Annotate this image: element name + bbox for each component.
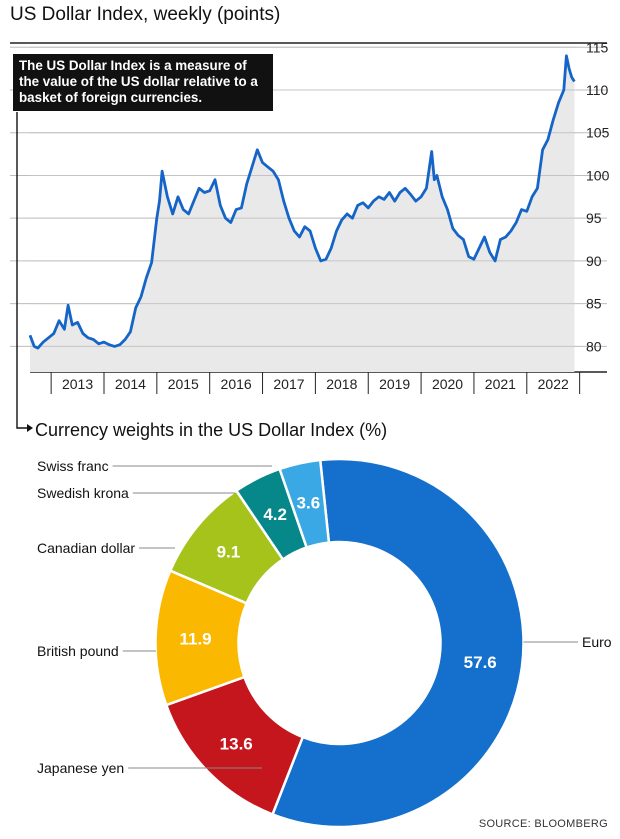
- source-note: SOURCE: BLOOMBERG: [478, 818, 608, 830]
- x-tick-label: 2018: [326, 376, 357, 392]
- y-axis: 115 110 105 100 95 90 85 80: [586, 39, 610, 354]
- x-tick-label: 2015: [168, 376, 199, 392]
- y-tick-label: 105: [586, 125, 610, 141]
- slice-value-label: 11.9: [179, 630, 211, 649]
- category-label: Swedish krona: [37, 485, 129, 501]
- slice-value-label: 4.2: [263, 505, 287, 524]
- x-tick-label: 2017: [273, 376, 304, 392]
- slice-value-label: 57.6: [464, 653, 497, 672]
- x-tick-label: 2022: [538, 376, 569, 392]
- chart-title: US Dollar Index, weekly (points): [10, 4, 281, 25]
- y-tick-label: 100: [586, 167, 610, 183]
- annotation-arrow: [16, 112, 28, 429]
- donut-slice: [278, 458, 331, 550]
- x-tick-label: 2019: [379, 376, 410, 392]
- annotation-box: The US Dollar Index is a measure of the …: [13, 54, 273, 111]
- series-line: [28, 54, 576, 350]
- arrow-head: [27, 424, 33, 432]
- category-label: British pound: [37, 643, 119, 659]
- donut-slice: [270, 457, 525, 829]
- donut-title: Currency weights in the US Dollar Index …: [35, 420, 388, 440]
- x-tick-label: 2020: [432, 376, 463, 392]
- category-label: Swiss franc: [37, 458, 109, 474]
- slice-value-label: 9.1: [217, 542, 241, 561]
- x-tick-label: 2021: [485, 376, 516, 392]
- y-tick-label: 90: [586, 253, 602, 269]
- y-tick-label: 110: [586, 82, 609, 98]
- category-label: Japanese yen: [37, 760, 124, 776]
- category-label: Canadian dollar: [37, 540, 135, 556]
- y-tick-label: 95: [586, 210, 602, 226]
- y-tick-label: 85: [586, 296, 602, 312]
- x-tick-label: 2013: [62, 376, 93, 392]
- y-tick-label: 80: [586, 338, 602, 354]
- slice-value-label: 13.6: [220, 734, 253, 753]
- x-tick-label: 2014: [115, 376, 146, 392]
- donut-labels: 57.6 Euro 13.6 Japanese yen 11.9 British poun…: [37, 458, 612, 776]
- slice-value-label: 3.6: [297, 493, 321, 512]
- x-axis: 2013 2014 2015 2016 2017 2018 2019 2020 2021 2022: [50, 372, 581, 394]
- category-label: Euro: [582, 634, 612, 650]
- area-fill: [30, 55, 575, 373]
- y-tick-label: 115: [586, 39, 609, 55]
- x-tick-label: 2016: [221, 376, 252, 392]
- donut-chart: [154, 457, 525, 829]
